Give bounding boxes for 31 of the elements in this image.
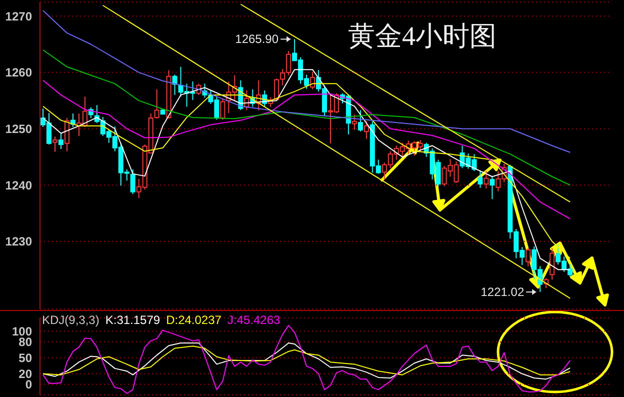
text: 黄金4小时图 [348, 20, 496, 53]
line-series [42, 49, 571, 186]
line-series [42, 80, 571, 220]
y-tick-label: 1250 [5, 122, 32, 136]
annotation: 1265.90 [235, 32, 279, 46]
line-series [42, 10, 571, 153]
candlestick [358, 110, 363, 132]
annotation: 1221.02 [480, 284, 524, 299]
candlestick [526, 248, 531, 267]
series-label: J:45.4263 [227, 313, 280, 327]
y-tick-label: 1240 [5, 178, 32, 192]
line-series [42, 324, 571, 394]
candlestick [478, 170, 483, 188]
y-tick-label: 50 [18, 351, 32, 366]
candlestick [484, 170, 489, 189]
y-tick-label: 1270 [5, 9, 32, 24]
candlestick [64, 118, 70, 152]
candlestick [550, 248, 555, 280]
y-tick-label: 1260 [5, 66, 32, 80]
series-label: D:24.0237 [166, 313, 222, 327]
candlestick [364, 120, 369, 140]
chart-title: KDJ(9,3,3) [42, 313, 100, 327]
y-tick-label: 1230 [5, 234, 32, 249]
candlestick [130, 168, 136, 195]
candlestick [310, 71, 316, 90]
candlestick [52, 136, 58, 152]
candlestick [220, 98, 226, 120]
candlestick [490, 176, 495, 200]
candlestick [352, 114, 357, 130]
candlestick [58, 132, 64, 150]
series-label: K:31.1579 [105, 313, 160, 327]
